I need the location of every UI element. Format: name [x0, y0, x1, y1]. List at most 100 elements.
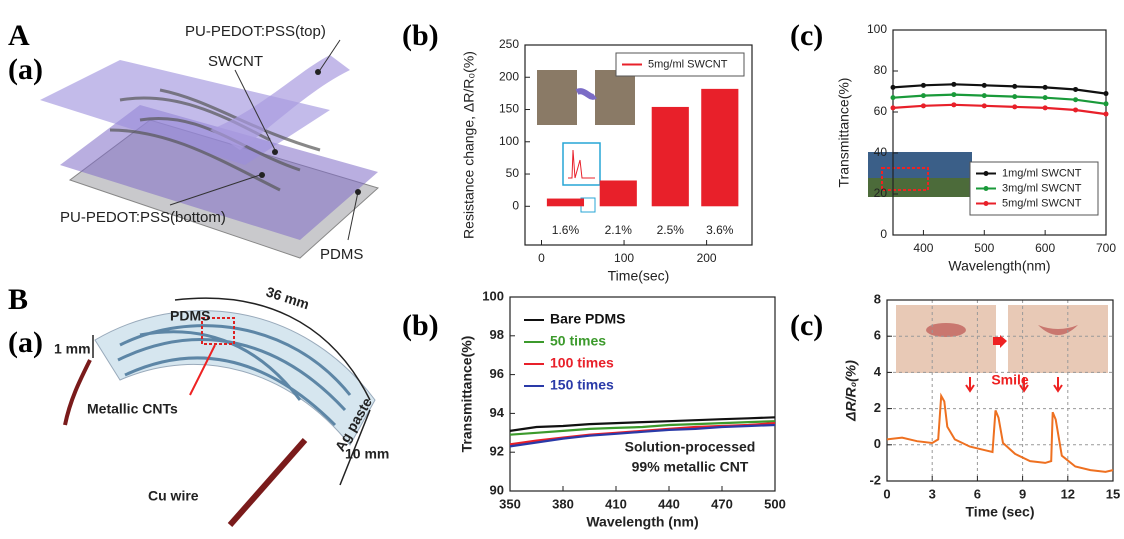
dot [315, 69, 321, 75]
film [577, 91, 595, 97]
series-marker [951, 82, 956, 87]
x-tick-label: 200 [697, 251, 717, 265]
x-tick-label: 440 [658, 496, 680, 511]
series-marker [982, 83, 987, 88]
y-axis-label: Resistance change, ΔR/R₀(%) [461, 51, 477, 239]
legend-label: 100 times [550, 355, 614, 371]
legend-label: 50 times [550, 333, 606, 349]
y-tick-label: 4 [874, 364, 882, 379]
bar [652, 107, 689, 206]
x-axis-label: Time(sec) [608, 268, 670, 284]
dot [272, 149, 278, 155]
y-tick-label: 20 [874, 186, 888, 200]
illustration-label: Cu wire [148, 488, 199, 504]
legend-label: 3mg/ml SWCNT [1002, 182, 1082, 194]
legend-label: 5mg/ml SWCNT [1002, 197, 1082, 209]
series-marker [921, 93, 926, 98]
x-tick-label: 500 [974, 241, 994, 255]
x-tick-label: 600 [1035, 241, 1055, 255]
bar [547, 199, 584, 207]
row-label: B [8, 283, 28, 316]
x-axis-label: Wavelength(nm) [948, 258, 1050, 274]
illustration-label: 10 mm [345, 446, 389, 462]
y-tick-label: 100 [482, 288, 504, 303]
x-tick-label: 6 [974, 486, 981, 501]
x-tick-label: 3 [929, 486, 936, 501]
series-marker [891, 105, 896, 110]
y-tick-label: 60 [874, 104, 888, 118]
annotation: Smile [991, 372, 1029, 388]
bar-category: 1.6% [552, 223, 580, 237]
illustration-label: PDMS [170, 308, 210, 324]
y-tick-label: 8 [874, 291, 881, 306]
series-marker [1104, 91, 1109, 96]
legend-marker [984, 186, 989, 191]
y-tick-label: 0 [880, 227, 887, 241]
annotation: Solution-processed [625, 439, 756, 455]
y-tick-label: 90 [490, 482, 504, 497]
x-axis-label: Time (sec) [966, 504, 1035, 520]
illustration-label: 1 mm [54, 341, 91, 357]
bar [600, 180, 637, 206]
series-marker [1104, 101, 1109, 106]
row-label: A [8, 19, 30, 52]
dot [259, 172, 265, 178]
series-marker [1073, 107, 1078, 112]
series-marker [921, 103, 926, 108]
y-tick-label: 0 [874, 436, 881, 451]
bar-category: 2.1% [605, 223, 633, 237]
y-tick-label: 94 [490, 405, 505, 420]
y-tick-label: 150 [499, 102, 519, 116]
series-marker [1073, 87, 1078, 92]
series-marker [891, 95, 896, 100]
x-tick-label: 470 [711, 496, 733, 511]
x-tick-label: 0 [883, 486, 890, 501]
x-tick-label: 410 [605, 496, 627, 511]
block [537, 70, 577, 125]
y-tick-label: 98 [490, 327, 504, 342]
series-marker [951, 102, 956, 107]
x-tick-label: 100 [614, 251, 634, 265]
legend-label: Bare PDMS [550, 311, 625, 327]
cu-wire [230, 440, 305, 525]
y-tick-label: 80 [874, 63, 888, 77]
y-axis-label: Transmittance(%) [459, 336, 475, 453]
series-line [510, 417, 775, 431]
y-tick-label: 100 [499, 134, 519, 148]
series-marker [1043, 105, 1048, 110]
panel-label: (b) [402, 19, 439, 52]
x-tick-label: 9 [1019, 486, 1026, 501]
illustration-label: PU-PEDOT:PSS(top) [185, 23, 326, 40]
y-tick-label: 96 [490, 366, 504, 381]
x-tick-label: 0 [538, 251, 545, 265]
x-tick-label: 15 [1106, 486, 1120, 501]
series-line [887, 396, 1113, 472]
arrow [993, 337, 1001, 345]
series-marker [1012, 104, 1017, 109]
series-marker [982, 103, 987, 108]
bar [701, 89, 738, 206]
illustration-label: Metallic CNTs [87, 401, 178, 417]
series-marker [1043, 85, 1048, 90]
y-tick-label: 6 [874, 328, 881, 343]
y-tick-label: 200 [499, 69, 519, 83]
illustration-label: PU-PEDOT:PSS(bottom) [60, 209, 226, 226]
panel-label: (a) [8, 53, 43, 86]
legend-label: 1mg/ml SWCNT [1002, 167, 1082, 179]
illustration-label: PDMS [320, 246, 363, 263]
y-tick-label: 40 [874, 145, 888, 159]
dot [355, 189, 361, 195]
annotation: 99% metallic CNT [632, 459, 749, 475]
series-marker [1104, 112, 1109, 117]
series-marker [891, 85, 896, 90]
series-marker [1073, 97, 1078, 102]
arrow [1000, 335, 1007, 348]
figure: A B (a) PU-PEDOT:PSS(top) SWCNT PU-PEDOT… [0, 0, 1124, 539]
series-marker [1012, 94, 1017, 99]
y-axis-label: ΔR/R₀(%) [843, 360, 859, 422]
y-tick-label: 100 [867, 22, 887, 36]
y-tick-label: 0 [512, 198, 519, 212]
y-tick-label: 92 [490, 444, 504, 459]
photo [896, 305, 996, 373]
x-tick-label: 500 [764, 496, 786, 511]
